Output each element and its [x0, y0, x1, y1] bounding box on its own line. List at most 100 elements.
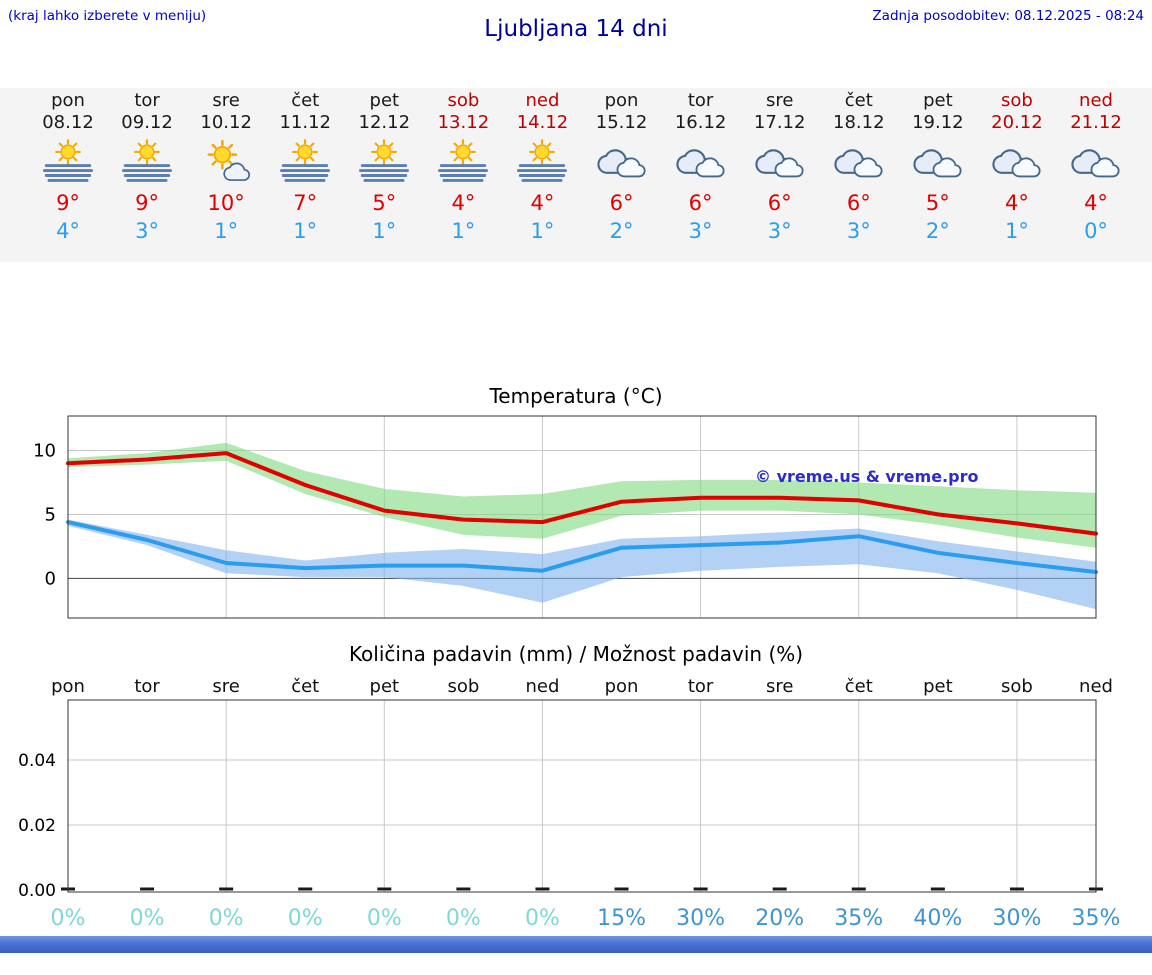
forecast-day-column[interactable]: čet 18.12 6° 3°: [817, 90, 901, 244]
precip-percent-label: 20%: [755, 906, 804, 931]
precip-day-label: tor: [134, 676, 160, 697]
forecast-day-column[interactable]: sre 10.12 10° 1°: [184, 90, 268, 244]
day-date: 20.12: [991, 112, 1043, 133]
forecast-day-column[interactable]: pon 15.12 6° 2°: [580, 90, 664, 244]
precip-day-label: sre: [212, 676, 239, 697]
precip-day-label: pon: [51, 676, 85, 697]
precip-plot-border: [67, 699, 1097, 893]
day-name: sre: [212, 90, 240, 111]
day-date: 08.12: [42, 112, 94, 133]
precip-ytick-label: 0.02: [18, 816, 56, 836]
day-date: 09.12: [121, 112, 173, 133]
temp-uncertainty-bands: [68, 442, 1096, 610]
low-temperature: 1°: [293, 219, 318, 243]
day-name: pet: [923, 90, 953, 111]
precip-percent-label: 35%: [1072, 906, 1121, 931]
day-name: tor: [687, 90, 714, 111]
weather-icon-sun-fog: [434, 139, 492, 183]
day-name: sob: [1001, 90, 1033, 111]
watermark: © vreme.us & vreme.pro: [755, 467, 978, 486]
high-temperature: 10°: [207, 191, 245, 215]
temp-ytick-label: 0: [45, 568, 56, 589]
forecast-day-column[interactable]: sob 20.12 4° 1°: [975, 90, 1059, 244]
precip-day-label: sob: [447, 676, 479, 697]
precip-bar: [535, 887, 550, 891]
precip-ytick-label: 0.00: [18, 881, 56, 901]
forecast-strip: pon 08.12 9° 4° tor 09.12 9° 3° sre 10.1…: [0, 88, 1152, 262]
temp-ytick-label: 10: [33, 441, 56, 462]
min-temp-band: [68, 519, 1096, 610]
precip-percent-label: 15%: [597, 906, 646, 931]
day-name: pon: [51, 90, 85, 111]
weather-icon-clouds: [751, 139, 809, 183]
forecast-day-column[interactable]: čet 11.12 7° 1°: [263, 90, 347, 244]
precipitation-chart: pon tor sre čet pet sob ned pon tor sre čet pet sob n…: [18, 676, 1121, 931]
low-temperature: 2°: [609, 219, 634, 243]
precip-percent-label: 30%: [676, 906, 725, 931]
precipitation-chart-title: Količina padavin (mm) / Možnost padavin …: [348, 642, 804, 666]
weather-icon-clouds: [909, 139, 967, 183]
forecast-day-column[interactable]: pon 08.12 9° 4°: [26, 90, 110, 244]
precip-day-label: sre: [766, 676, 793, 697]
high-temperature: 9°: [135, 191, 159, 215]
weather-icon-sun-fog: [118, 139, 176, 183]
forecast-day-column[interactable]: ned 14.12 4° 1°: [500, 90, 584, 244]
precip-percent-label: 0%: [288, 906, 323, 931]
low-temperature: 1°: [1004, 219, 1029, 243]
precip-bar: [1009, 887, 1024, 891]
precip-percent-label: 0%: [130, 906, 165, 931]
weather-icon-clouds: [830, 139, 888, 183]
forecast-day-column[interactable]: tor 16.12 6° 3°: [659, 90, 743, 244]
forecast-day-column[interactable]: sre 17.12 6° 3°: [738, 90, 822, 244]
precip-bar: [693, 887, 708, 891]
precip-day-label: sob: [1001, 676, 1033, 697]
precip-percent-label: 35%: [834, 906, 883, 931]
precip-ytick-label: 0.04: [18, 751, 56, 771]
low-temperature: 1°: [372, 219, 397, 243]
precip-bar: [140, 887, 155, 891]
low-temperature: 0°: [1084, 219, 1108, 243]
low-temperature: 1°: [451, 219, 476, 243]
forecast-day-column[interactable]: pet 12.12 5° 1°: [342, 90, 426, 244]
day-name: čet: [291, 90, 320, 111]
weather-icon-sun-fog: [355, 139, 413, 183]
precip-bar: [851, 887, 866, 891]
high-temperature: 9°: [56, 191, 80, 215]
temperature-chart: 0 5 10 © vreme.us & vreme.pro: [33, 415, 1098, 619]
forecast-day-column[interactable]: tor 09.12 9° 3°: [105, 90, 189, 244]
high-temperature: 7°: [293, 191, 318, 215]
precip-day-label: pon: [605, 676, 639, 697]
day-name: sre: [765, 90, 794, 111]
precip-day-label: pet: [370, 676, 400, 697]
precip-day-label: pet: [923, 676, 953, 697]
day-name: pet: [369, 90, 400, 111]
forecast-day-column[interactable]: ned 21.12 4° 0°: [1054, 90, 1138, 244]
location-menu-note: (kraj lahko izberete v meniju): [8, 8, 207, 24]
precip-bar: [298, 887, 313, 891]
precip-bar: [614, 887, 629, 891]
forecast-day-column[interactable]: pet 19.12 5° 2°: [896, 90, 980, 244]
max-temp-line: [66, 451, 1098, 536]
precip-bar: [456, 887, 471, 891]
weather-icon-clouds: [672, 139, 730, 183]
forecast-day-column[interactable]: sob 13.12 4° 1°: [421, 90, 505, 244]
precip-bar: [772, 887, 787, 891]
weather-icon-clouds: [988, 139, 1046, 183]
precip-day-label: čet: [845, 676, 873, 697]
low-temperature: 3°: [135, 219, 159, 243]
low-temperature: 3°: [688, 219, 713, 243]
precip-percent-label: 0%: [209, 906, 244, 931]
day-date: 13.12: [437, 112, 490, 133]
high-temperature: 5°: [372, 191, 397, 215]
low-temperature: 3°: [767, 219, 792, 243]
weather-icon-clouds: [1067, 139, 1125, 183]
high-temperature: 6°: [688, 191, 713, 215]
high-temperature: 4°: [451, 191, 476, 215]
temp-plot-border: [67, 415, 1097, 619]
day-date: 14.12: [516, 112, 569, 133]
precip-bar: [930, 887, 945, 891]
temp-ytick-label: 5: [45, 504, 56, 525]
weather-icon-clouds: [593, 139, 651, 183]
temperature-chart-title: Temperatura (°C): [489, 384, 663, 408]
day-date: 12.12: [358, 112, 411, 133]
